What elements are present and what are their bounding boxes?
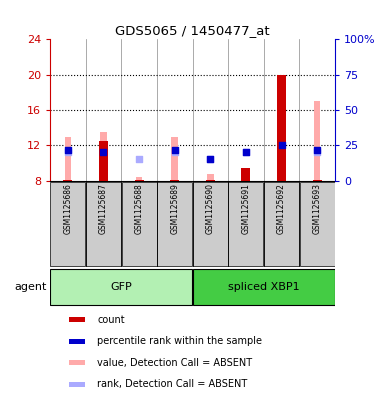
Bar (278, 180, 285, 181)
Text: GSM1125688: GSM1125688 (135, 184, 144, 234)
Bar (99, 141, 108, 181)
FancyBboxPatch shape (86, 182, 121, 266)
Point (136, 156, 142, 162)
Bar (314, 101, 320, 181)
FancyBboxPatch shape (122, 182, 157, 266)
Text: GSM1125693: GSM1125693 (313, 184, 321, 234)
Point (172, 149, 178, 156)
Bar (313, 180, 321, 181)
FancyBboxPatch shape (264, 182, 299, 266)
FancyBboxPatch shape (50, 269, 192, 305)
FancyBboxPatch shape (69, 317, 85, 322)
Text: GSM1125692: GSM1125692 (277, 184, 286, 234)
Bar (64, 180, 72, 181)
Text: percentile rank within the sample: percentile rank within the sample (97, 336, 262, 346)
Bar (241, 167, 250, 181)
Text: GSM1125691: GSM1125691 (241, 184, 250, 234)
Bar (277, 75, 286, 181)
Text: value, Detection Call = ABSENT: value, Detection Call = ABSENT (97, 358, 252, 368)
Bar (170, 180, 179, 181)
Bar (100, 132, 107, 181)
FancyBboxPatch shape (193, 269, 335, 305)
Bar (65, 136, 71, 181)
FancyBboxPatch shape (157, 182, 192, 266)
Text: GSM1125690: GSM1125690 (206, 184, 215, 234)
Text: rank, Detection Call = ABSENT: rank, Detection Call = ABSENT (97, 379, 247, 389)
Point (207, 156, 213, 162)
Text: agent: agent (14, 282, 47, 292)
Point (100, 149, 107, 156)
Point (278, 142, 285, 149)
FancyBboxPatch shape (69, 360, 85, 365)
Point (65, 147, 71, 153)
Point (65, 149, 71, 156)
Text: GFP: GFP (110, 282, 132, 292)
Point (172, 147, 178, 153)
FancyBboxPatch shape (228, 182, 263, 266)
Bar (136, 177, 142, 181)
Bar (206, 180, 215, 181)
FancyBboxPatch shape (193, 182, 228, 266)
FancyBboxPatch shape (300, 182, 335, 266)
Text: GSM1125687: GSM1125687 (99, 184, 108, 234)
Text: GSM1125689: GSM1125689 (170, 184, 179, 234)
FancyBboxPatch shape (69, 382, 85, 387)
Point (314, 149, 320, 156)
Bar (171, 136, 178, 181)
FancyBboxPatch shape (50, 182, 85, 266)
Bar (207, 174, 214, 181)
Text: GSM1125686: GSM1125686 (64, 184, 72, 234)
Text: spliced XBP1: spliced XBP1 (228, 282, 300, 292)
FancyBboxPatch shape (69, 338, 85, 344)
Point (207, 156, 213, 162)
Point (243, 149, 249, 156)
Title: GDS5065 / 1450477_at: GDS5065 / 1450477_at (115, 24, 270, 37)
Point (314, 147, 320, 153)
Text: count: count (97, 314, 125, 325)
Point (100, 149, 107, 156)
Bar (243, 167, 249, 181)
Point (243, 149, 249, 156)
Bar (135, 180, 144, 181)
